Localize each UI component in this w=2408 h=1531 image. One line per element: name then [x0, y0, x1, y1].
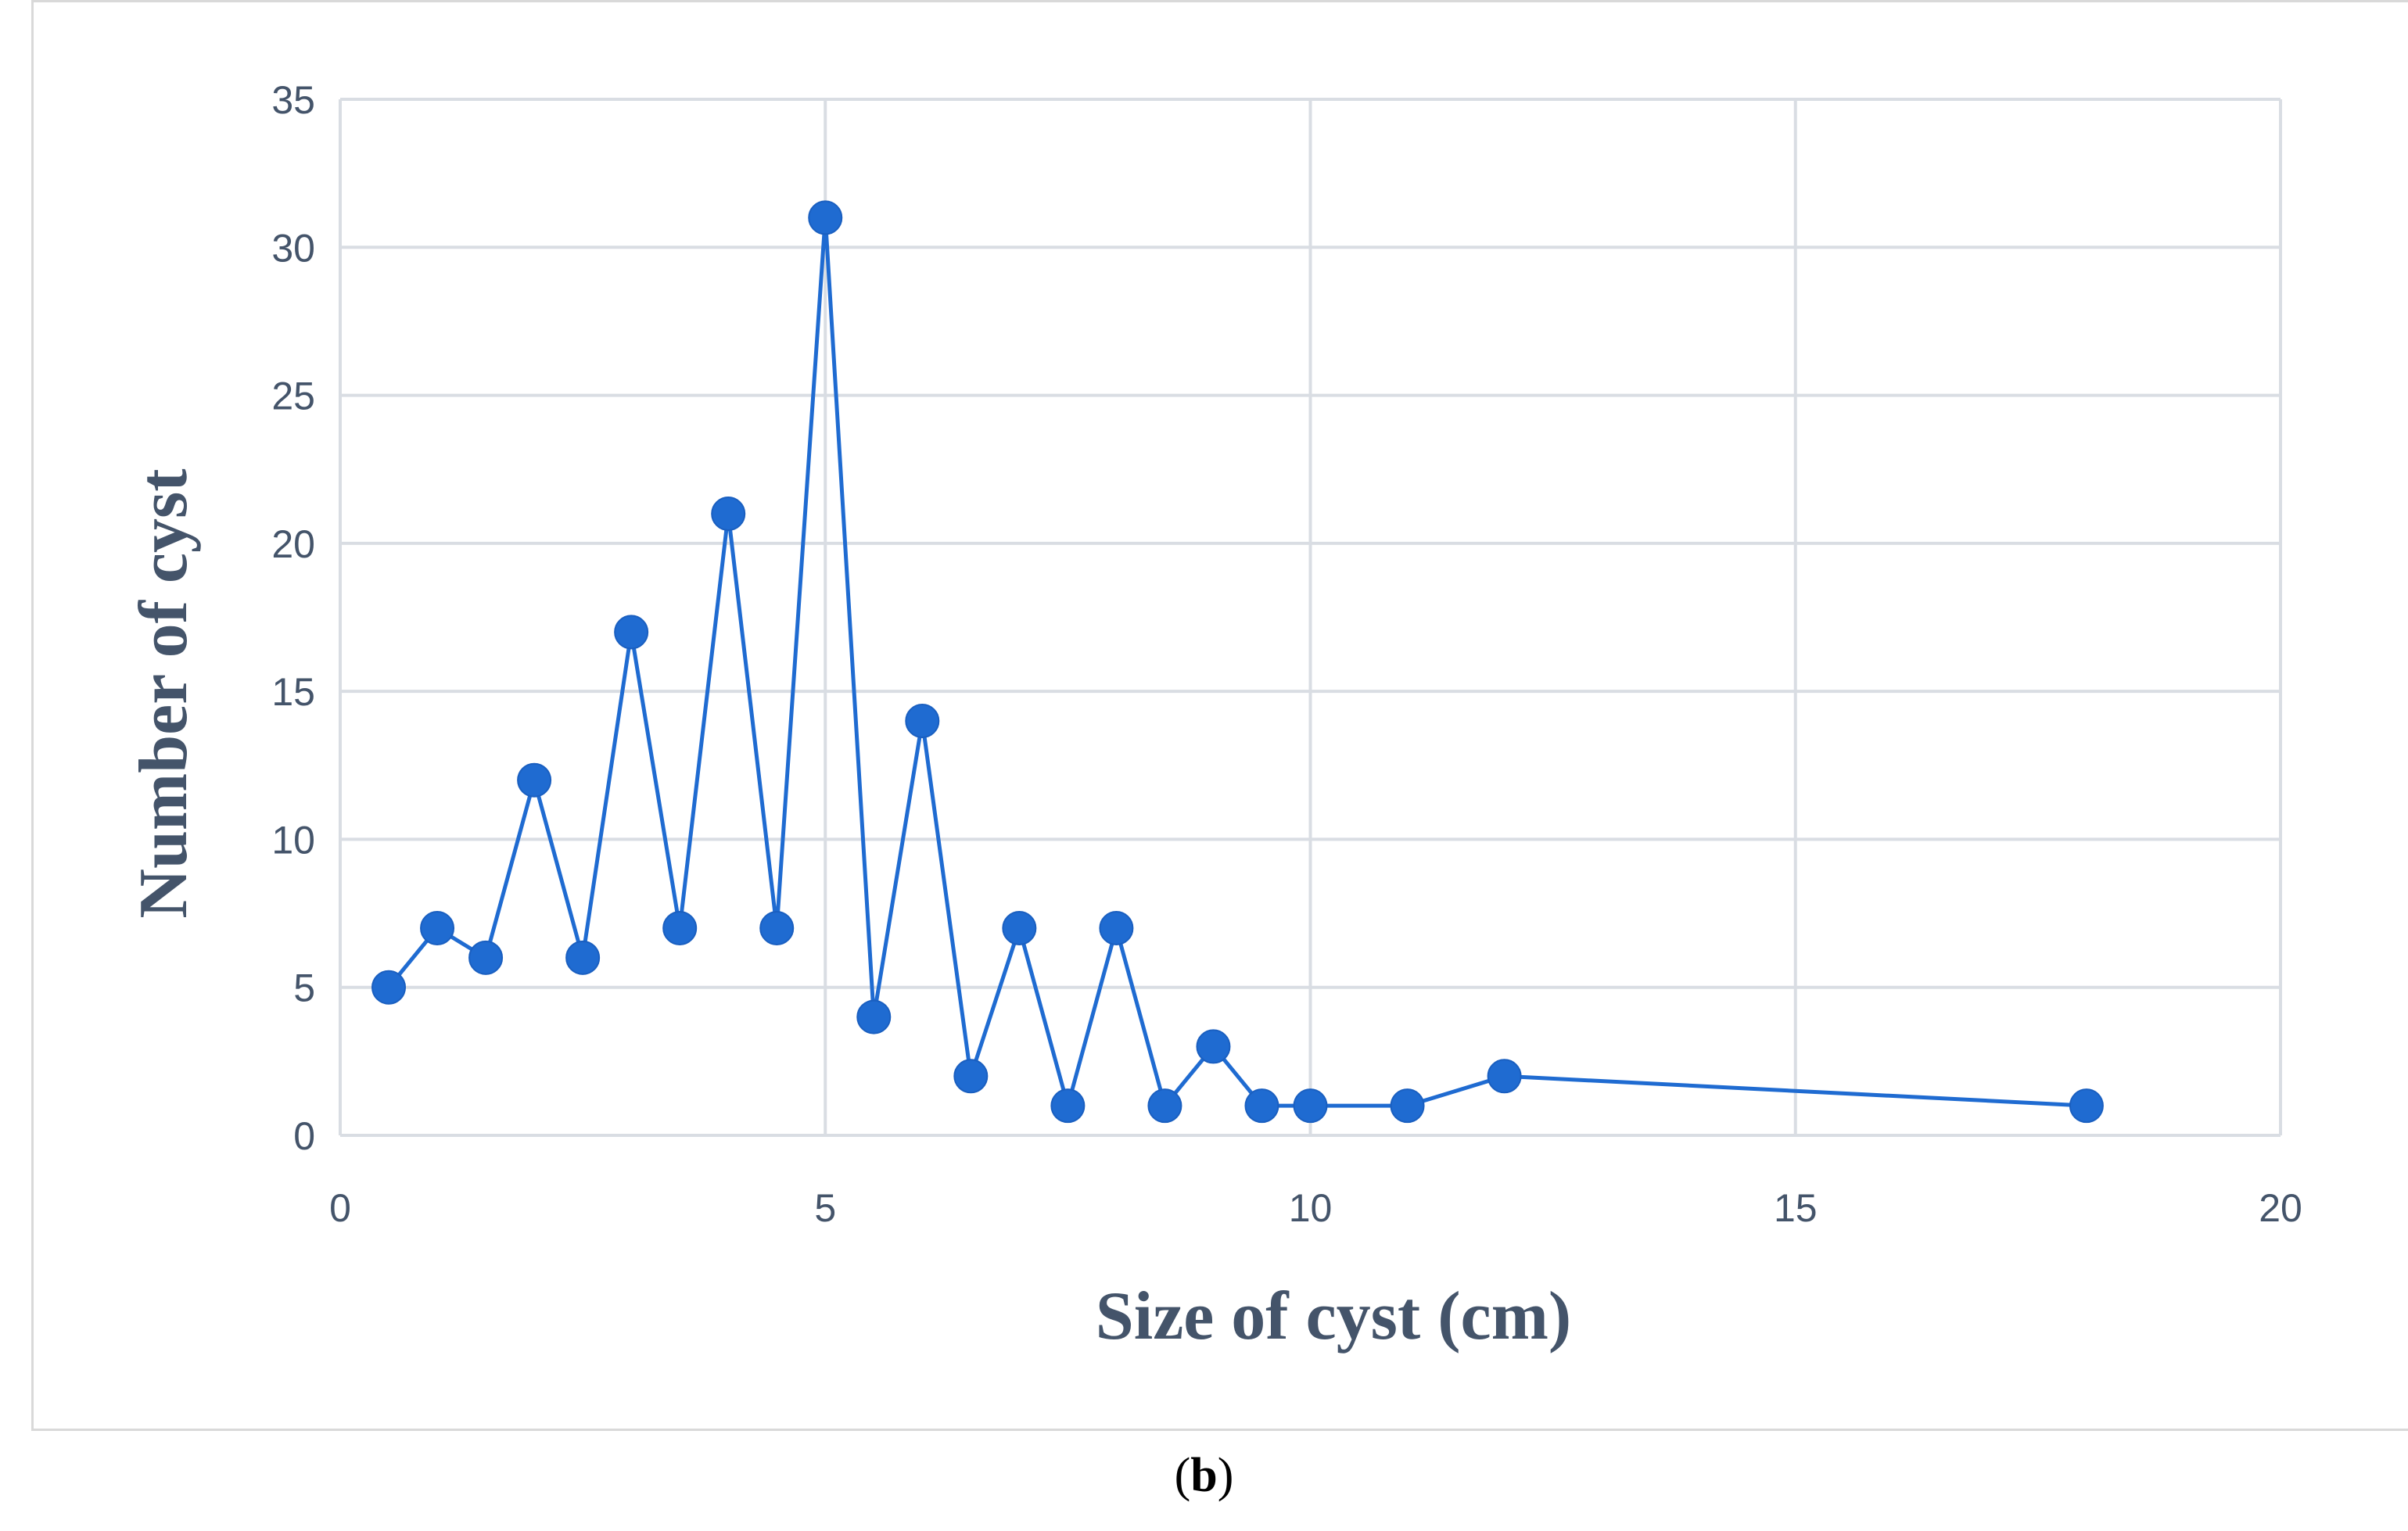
- data-point: [1293, 1088, 1328, 1124]
- data-point: [468, 940, 504, 975]
- y-tick-label: 35: [271, 78, 315, 122]
- data-point: [565, 940, 601, 975]
- data-point: [2069, 1088, 2104, 1124]
- data-point: [517, 762, 552, 798]
- y-tick-label: 0: [293, 1114, 315, 1158]
- chart-frame: [31, 0, 2408, 1431]
- x-tick-label: 5: [814, 1186, 836, 1230]
- series: [371, 200, 2104, 1124]
- data-point: [420, 911, 455, 945]
- series-line: [387, 217, 2087, 1113]
- data-point: [953, 1059, 989, 1094]
- data-point: [1487, 1059, 1522, 1094]
- data-point: [905, 704, 940, 738]
- data-point: [808, 200, 843, 235]
- x-axis-title: Size of cyst (cm): [1096, 1278, 1571, 1354]
- x-tick-label: 20: [2259, 1186, 2302, 1230]
- x-tick-label: 0: [329, 1186, 351, 1230]
- data-point: [371, 970, 407, 1005]
- data-point: [1244, 1088, 1279, 1124]
- data-point: [1099, 911, 1134, 945]
- y-tick-label: 30: [271, 226, 315, 270]
- data-point: [1050, 1088, 1086, 1124]
- data-point: [1196, 1029, 1231, 1064]
- y-axis-title: Number of cyst: [126, 468, 202, 918]
- data-point: [1002, 911, 1037, 945]
- y-tick-label: 10: [271, 818, 315, 862]
- panel-label: (b): [0, 1448, 2408, 1504]
- y-tick-label: 15: [271, 670, 315, 714]
- x-tick-label: 10: [1289, 1186, 1333, 1230]
- y-tick-label: 25: [271, 375, 315, 418]
- panel-label-letter: b: [1190, 1449, 1218, 1502]
- data-point: [711, 497, 746, 531]
- data-point: [662, 911, 698, 945]
- panel-label-close: ): [1217, 1449, 1234, 1502]
- tick-labels: 0 5 10 15 20 25 30 35 0 5 10 15 20: [271, 78, 2302, 1230]
- grid: [339, 98, 2282, 1137]
- y-tick-label: 20: [271, 522, 315, 566]
- data-point: [614, 615, 649, 650]
- data-point: [1147, 1088, 1182, 1124]
- data-point: [759, 911, 795, 945]
- panel-label-open: (: [1174, 1449, 1191, 1502]
- data-point: [1390, 1088, 1425, 1124]
- data-point: [856, 999, 892, 1034]
- x-tick-label: 15: [1774, 1186, 1818, 1230]
- y-tick-label: 5: [293, 966, 315, 1010]
